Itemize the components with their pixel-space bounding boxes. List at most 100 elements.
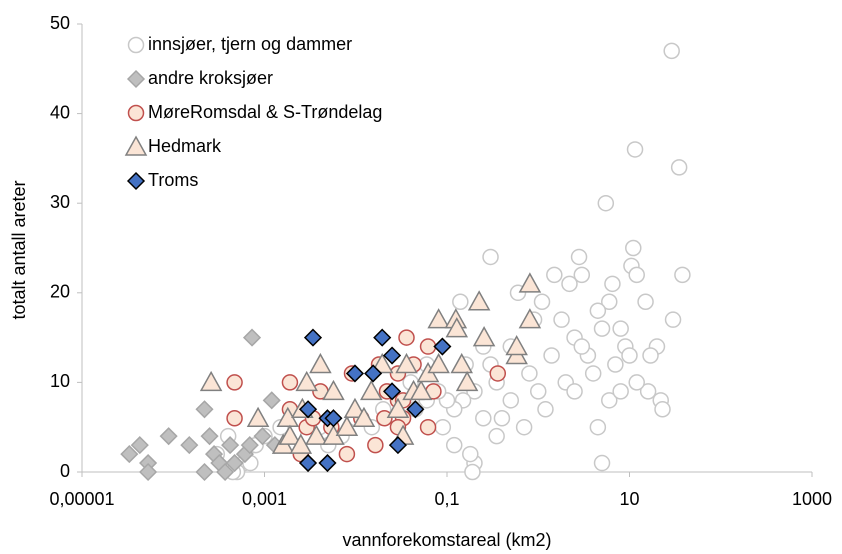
point xyxy=(625,239,642,257)
point xyxy=(200,427,219,446)
legend-symbol xyxy=(126,171,146,191)
point xyxy=(593,454,611,472)
y-axis-label: totalt antall areter xyxy=(9,180,29,319)
point xyxy=(601,392,618,409)
point xyxy=(180,436,199,455)
point xyxy=(195,400,214,419)
point xyxy=(130,436,149,455)
point xyxy=(225,453,244,473)
x-tick-label: 0,00001 xyxy=(49,489,114,509)
point xyxy=(364,364,383,383)
point xyxy=(298,453,318,473)
point xyxy=(199,370,223,392)
point xyxy=(367,436,384,454)
y-tick-label: 40 xyxy=(50,102,70,122)
point xyxy=(601,293,618,311)
point xyxy=(120,445,139,464)
point xyxy=(450,352,473,374)
point xyxy=(488,427,505,445)
x-tick-label: 1000 xyxy=(792,489,832,509)
point xyxy=(518,272,542,293)
point xyxy=(419,418,437,436)
point xyxy=(427,352,450,374)
point xyxy=(139,462,158,482)
point xyxy=(226,374,243,391)
x-tick-label: 0,001 xyxy=(242,489,287,509)
point xyxy=(533,293,551,311)
point xyxy=(338,445,356,463)
point xyxy=(318,453,337,473)
point xyxy=(537,401,554,418)
point xyxy=(452,293,469,311)
point xyxy=(246,406,270,427)
point xyxy=(289,433,313,454)
point xyxy=(570,248,588,266)
point xyxy=(242,328,262,347)
point xyxy=(343,397,367,419)
point xyxy=(489,365,507,382)
point xyxy=(472,326,496,347)
point xyxy=(360,379,383,401)
point xyxy=(663,42,680,60)
point xyxy=(604,275,621,293)
point xyxy=(566,383,583,400)
point xyxy=(612,383,629,400)
point xyxy=(352,406,376,427)
y-tick-label: 50 xyxy=(50,13,70,33)
point xyxy=(589,418,607,436)
point xyxy=(262,391,281,410)
point xyxy=(475,409,492,427)
y-tick-label: 0 xyxy=(60,461,70,481)
point xyxy=(464,463,481,481)
point xyxy=(621,347,638,364)
point xyxy=(303,328,323,347)
point xyxy=(654,401,671,418)
point xyxy=(584,365,602,382)
point xyxy=(278,424,302,445)
point xyxy=(386,397,410,419)
y-tick-label: 30 xyxy=(50,192,70,212)
x-tick-label: 0,1 xyxy=(434,489,459,509)
point xyxy=(626,141,644,158)
point xyxy=(253,427,272,446)
point xyxy=(546,266,563,284)
point xyxy=(505,335,528,356)
point xyxy=(597,194,615,212)
point xyxy=(482,248,499,266)
point xyxy=(561,275,578,293)
legend-label: MøreRomsdal & S-Trøndelag xyxy=(148,102,382,122)
legend-symbol xyxy=(124,135,148,156)
point xyxy=(670,159,688,176)
point xyxy=(664,311,682,328)
point xyxy=(637,293,654,311)
y-tick-label: 10 xyxy=(50,371,70,391)
point xyxy=(674,266,691,284)
point xyxy=(309,352,332,374)
point xyxy=(195,462,214,482)
point xyxy=(642,347,659,364)
point xyxy=(515,418,533,436)
point xyxy=(445,317,469,338)
point xyxy=(553,311,570,328)
point xyxy=(298,400,318,419)
point xyxy=(573,338,591,355)
x-tick-label: 10 xyxy=(619,489,639,509)
legend-symbol xyxy=(126,69,146,89)
point xyxy=(628,266,645,284)
point xyxy=(455,370,479,392)
point xyxy=(322,379,345,401)
legend-label: Hedmark xyxy=(148,136,222,156)
point xyxy=(398,329,415,346)
point xyxy=(240,436,259,455)
point xyxy=(216,462,235,482)
point xyxy=(221,436,240,455)
point xyxy=(305,424,328,445)
point xyxy=(628,374,645,391)
point xyxy=(427,308,450,329)
point xyxy=(589,302,607,319)
point xyxy=(521,365,538,382)
legend-symbol xyxy=(127,36,145,54)
point xyxy=(383,382,402,401)
point xyxy=(434,418,452,436)
